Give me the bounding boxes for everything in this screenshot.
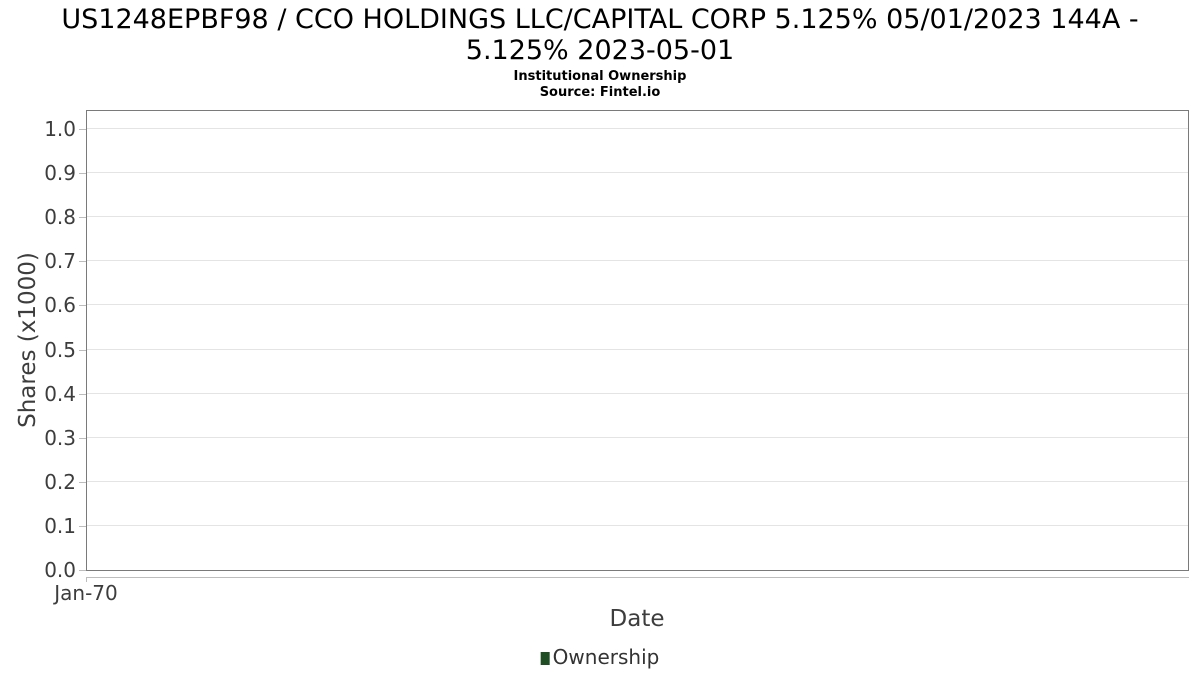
plot-area	[86, 110, 1189, 571]
y-tick-label-0.0: 0.0	[44, 558, 76, 582]
legend-label: Ownership	[552, 645, 660, 669]
y-tick-mark-0.9	[79, 173, 86, 175]
chart-source: Source: Fintel.io	[539, 85, 661, 100]
y-tick-label-0.2: 0.2	[44, 469, 76, 494]
y-tick-label-0.8: 0.8	[44, 205, 76, 230]
y-tick-mark-1.0	[79, 129, 86, 130]
chart-subtitle: Institutional Ownership	[513, 69, 687, 84]
y-tick-mark-0.4	[79, 393, 86, 395]
y-tick-label-0.6: 0.6	[44, 293, 76, 318]
y-tick-label-0.1: 0.1	[44, 513, 76, 538]
legend: Ownership	[540, 645, 660, 669]
y-tick-mark-0.0	[79, 570, 86, 571]
legend-marker-swatch	[540, 651, 550, 665]
x-axis-line	[86, 577, 1189, 578]
y-tick-label-0.5: 0.5	[44, 337, 76, 362]
gridline-y-1.0	[87, 128, 1188, 129]
y-tick-mark-0.6	[79, 305, 86, 307]
x-axis-tick-mark	[86, 577, 87, 582]
gridline-y-0.5	[87, 348, 1188, 350]
x-axis-label: Date	[609, 606, 665, 632]
gridline-y-0.7	[87, 260, 1188, 262]
y-tick-label-0.4: 0.4	[44, 381, 76, 406]
gridline-y-0.4	[87, 392, 1188, 394]
y-axis-label: Shares (x1000)	[15, 252, 41, 428]
y-tick-label-0.9: 0.9	[44, 161, 76, 186]
y-tick-mark-0.1	[79, 525, 86, 527]
chart-title-line1: US1248EPBF98 / CCO HOLDINGS LLC/CAPITAL …	[61, 4, 1139, 35]
y-tick-mark-0.7	[79, 261, 86, 263]
chart-title: US1248EPBF98 / CCO HOLDINGS LLC/CAPITAL …	[0, 4, 1200, 66]
gridline-y-0.1	[87, 524, 1188, 526]
gridline-y-0.2	[87, 480, 1188, 482]
y-tick-label-0.3: 0.3	[44, 425, 76, 450]
gridline-y-0.6	[87, 304, 1188, 306]
x-axis-tick-label: Jan-70	[54, 581, 118, 605]
gridline-y-0.8	[87, 216, 1188, 218]
gridline-y-0.3	[87, 436, 1188, 438]
y-tick-label-1.0: 1.0	[44, 117, 76, 141]
y-tick-mark-0.2	[79, 481, 86, 483]
y-tick-mark-0.8	[79, 217, 86, 219]
gridline-y-0.9	[87, 172, 1188, 174]
y-tick-mark-0.3	[79, 437, 86, 439]
y-tick-mark-0.5	[79, 349, 86, 351]
chart-title-line2: 5.125% 2023-05-01	[465, 35, 735, 66]
y-tick-label-0.7: 0.7	[44, 249, 76, 274]
